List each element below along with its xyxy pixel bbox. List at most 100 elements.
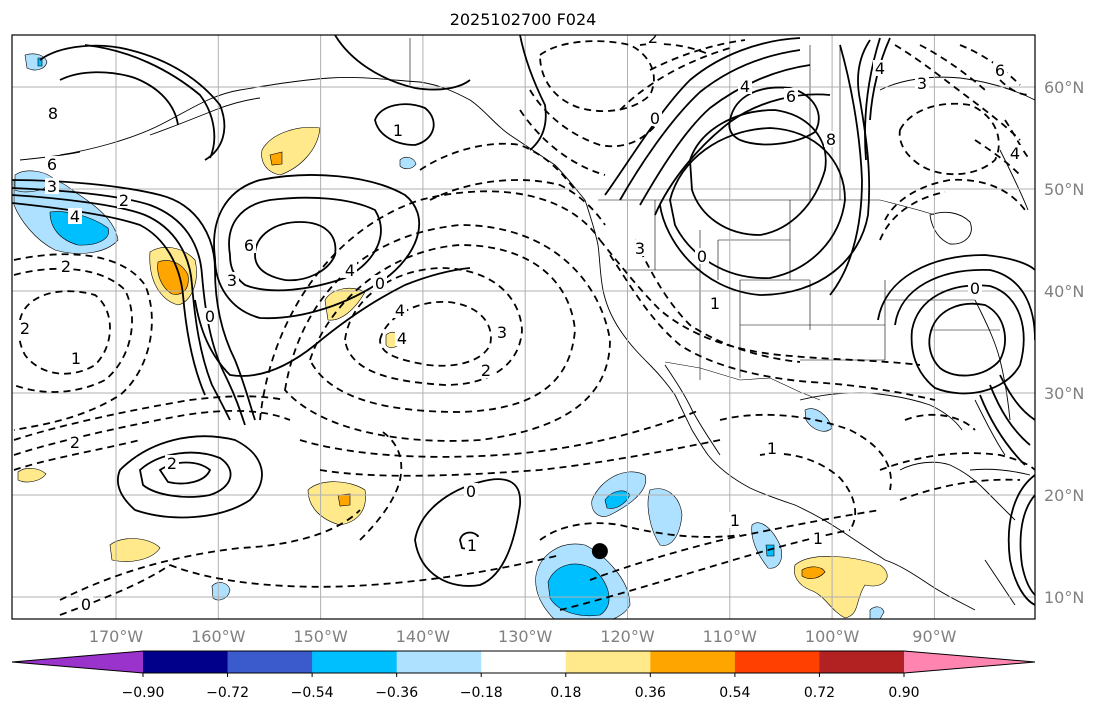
contour-label: 4 (1010, 144, 1020, 163)
contour-label-background (648, 110, 662, 126)
contour-label-background (373, 275, 387, 291)
contour-line (639, 42, 711, 56)
contour-label-background (165, 455, 179, 471)
contour-line (884, 178, 1026, 221)
contour-label: 2 (61, 257, 71, 276)
gridlines (12, 35, 1035, 619)
contour-line (13, 409, 291, 456)
contour-label-background (738, 78, 752, 94)
contour-label-background (646, 35, 660, 45)
latitude-label: 60°N (1044, 78, 1084, 97)
contour-label: 0 (205, 307, 215, 326)
contour-label-background (18, 320, 32, 336)
contour-line (13, 395, 286, 441)
contour-line (659, 39, 871, 296)
contour-line (539, 522, 741, 541)
colorbar-tick-label: −0.72 (206, 685, 249, 701)
contour-label-background (495, 324, 509, 340)
contour-line (879, 191, 946, 241)
colorbar-tick-label: −0.54 (291, 685, 334, 701)
contour-line (904, 413, 976, 431)
contour-line (559, 529, 851, 611)
contour-line (999, 79, 1031, 96)
contour-label: 3 (47, 177, 57, 196)
dashed-contours (13, 39, 1035, 616)
contour-label: 1 (767, 439, 777, 458)
contour-line (429, 179, 606, 226)
contour-label: 2 (481, 361, 491, 380)
coastline-cuba (969, 468, 1031, 476)
coastline-great-lakes (929, 211, 972, 245)
contour-line (979, 394, 1026, 466)
contour-label: 1 (467, 536, 477, 555)
contour-label-background (59, 258, 73, 274)
contour-line (669, 127, 846, 279)
map-title: 2025102700 F024 (449, 10, 597, 29)
contour-line (13, 439, 141, 471)
contour-line (39, 44, 226, 161)
coastline-canada-east (999, 149, 1029, 211)
contour-line (634, 239, 801, 363)
contour-line (619, 49, 801, 201)
contour-line (877, 254, 1035, 321)
colorbar-tick-label: 0.90 (888, 685, 919, 701)
shaded-area-yellow (109, 538, 161, 562)
contour-line (759, 452, 857, 531)
longitude-label: 170°W (89, 627, 144, 646)
contour-label: 0 (81, 595, 91, 614)
latitude-label: 40°N (1044, 282, 1084, 301)
longitude-label: 120°W (600, 627, 655, 646)
contour-line (414, 478, 521, 587)
colorbar-segment (143, 651, 229, 673)
colorbar-low-extension (12, 651, 143, 673)
contour-label-background (968, 280, 982, 296)
longitude-label: 90°W (912, 627, 956, 646)
contour-line (619, 47, 731, 111)
contour-label-background (68, 434, 82, 450)
coastline-alaska-south (149, 97, 261, 136)
contour-line (213, 174, 421, 320)
contour-line (116, 435, 263, 519)
contour-line (529, 89, 661, 148)
shaded-area-blue (647, 488, 683, 546)
colorbar-tick-label: −0.18 (460, 685, 503, 701)
contour-line (609, 254, 936, 401)
contour-label-background (464, 483, 478, 499)
contour-label: 4 (345, 261, 355, 280)
border-us-canada (598, 199, 936, 216)
contour-line (169, 554, 561, 588)
contour-label: 8 (826, 130, 836, 149)
contour-label-background (993, 62, 1007, 78)
latitude-label: 30°N (1044, 384, 1084, 403)
contour-line (419, 142, 576, 191)
colorbar-tick-label: 0.36 (635, 685, 666, 701)
contour-line (599, 239, 921, 366)
contour-line (999, 374, 1035, 421)
colorbar-segment (481, 651, 567, 673)
contour-label-background (225, 272, 239, 288)
contour-label-background (46, 105, 60, 121)
contour-line (12, 194, 231, 421)
contour-line (689, 109, 827, 236)
contour-label: 2 (20, 319, 30, 338)
contour-line (334, 35, 471, 91)
colorbar-segment (565, 651, 651, 673)
shaded-area-blue (399, 156, 417, 170)
contour-line (84, 44, 216, 159)
contour-label-background (708, 295, 722, 311)
coastline-gulf-of-mexico (799, 392, 963, 431)
contour-label-background (393, 302, 407, 318)
contour-line (910, 284, 1025, 395)
contour-label-background (873, 60, 887, 76)
contour-line (919, 44, 986, 91)
contour-label: 8 (48, 104, 58, 123)
coastline-florida (974, 399, 1006, 456)
contour-label: 4 (875, 59, 885, 78)
contour-label: 3 (635, 239, 645, 258)
contour-label-background (68, 208, 82, 224)
contour-label: 3 (917, 74, 927, 93)
latitude-label: 10°N (1044, 588, 1084, 607)
contour-line (228, 196, 382, 292)
contour-label: 2 (167, 454, 177, 473)
